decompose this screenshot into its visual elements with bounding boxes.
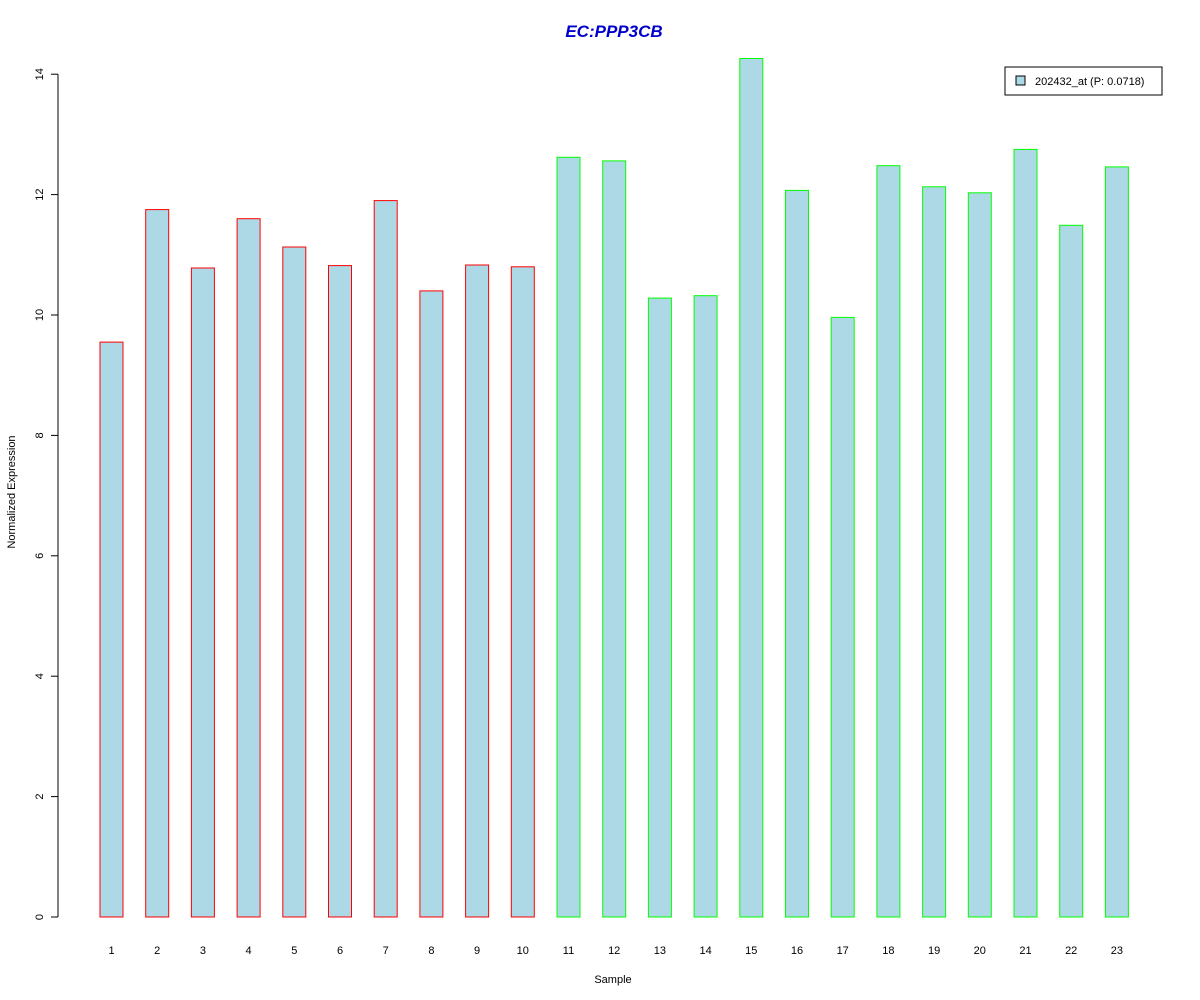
bar-sample-10 bbox=[510, 266, 535, 918]
bar-sample-17 bbox=[830, 316, 855, 918]
bar-sample-23 bbox=[1104, 166, 1129, 918]
bar-sample-4 bbox=[236, 218, 261, 918]
x-tick-label: 22 bbox=[1065, 945, 1077, 957]
bar-sample-11 bbox=[556, 156, 581, 918]
bar-sample-9 bbox=[465, 264, 490, 918]
x-tick-label: 4 bbox=[246, 945, 252, 957]
y-tick-label: 4 bbox=[34, 673, 46, 679]
bar-sample-19 bbox=[922, 186, 947, 918]
bar-sample-6 bbox=[328, 265, 352, 918]
y-tick-label: 14 bbox=[34, 68, 46, 80]
x-tick-labels: 1 2 3 4 5 6 7 8 9 10 11 12 13 14 15 16 17 18 19 20 21 22 23 bbox=[108, 945, 1123, 957]
bar-sample-2 bbox=[145, 209, 170, 918]
y-axis: 0 2 4 6 8 10 12 14 bbox=[34, 68, 59, 920]
bar-sample-18 bbox=[876, 165, 901, 918]
legend: 202432_at (P: 0.0718) bbox=[1004, 66, 1163, 96]
bar-sample-8 bbox=[419, 290, 444, 918]
x-tick-label: 18 bbox=[882, 945, 894, 957]
x-tick-label: 1 bbox=[108, 945, 114, 957]
bar-sample-21 bbox=[1013, 148, 1038, 918]
x-tick-label: 15 bbox=[745, 945, 757, 957]
x-tick-label: 13 bbox=[654, 945, 666, 957]
x-tick-label: 3 bbox=[200, 945, 206, 957]
x-tick-label: 6 bbox=[337, 945, 343, 957]
x-tick-label: 10 bbox=[517, 945, 529, 957]
y-tick-label: 8 bbox=[34, 432, 46, 438]
x-tick-label: 16 bbox=[791, 945, 803, 957]
y-axis-label: Normalized Expression bbox=[6, 435, 18, 548]
bar-sample-22 bbox=[1059, 224, 1084, 918]
x-axis-label: Sample bbox=[594, 974, 631, 986]
bar-sample-14 bbox=[693, 295, 718, 918]
legend-label: 202432_at (P: 0.0718) bbox=[1035, 76, 1144, 88]
legend-swatch bbox=[1015, 75, 1026, 86]
y-tick-label: 12 bbox=[34, 188, 46, 200]
x-tick-label: 23 bbox=[1111, 945, 1123, 957]
legend-box bbox=[1004, 66, 1163, 96]
x-tick-label: 9 bbox=[474, 945, 480, 957]
y-tick-label: 10 bbox=[34, 309, 46, 321]
x-tick-label: 17 bbox=[837, 945, 849, 957]
x-tick-label: 5 bbox=[291, 945, 297, 957]
x-tick-label: 7 bbox=[383, 945, 389, 957]
x-tick-label: 19 bbox=[928, 945, 940, 957]
bar-sample-5 bbox=[282, 246, 307, 918]
chart-title: EC:PPP3CB bbox=[565, 22, 662, 41]
bars-group bbox=[99, 58, 1129, 918]
bar-sample-20 bbox=[967, 192, 992, 918]
bar-sample-3 bbox=[190, 267, 215, 918]
x-tick-label: 20 bbox=[974, 945, 986, 957]
y-tick-label: 0 bbox=[34, 914, 46, 920]
bar-sample-1 bbox=[99, 341, 124, 918]
bar-sample-13 bbox=[647, 297, 672, 918]
y-tick-label: 6 bbox=[34, 553, 46, 559]
bar-sample-15 bbox=[739, 58, 764, 918]
x-tick-label: 12 bbox=[608, 945, 620, 957]
x-tick-label: 14 bbox=[699, 945, 711, 957]
x-tick-label: 8 bbox=[428, 945, 434, 957]
bar-sample-12 bbox=[602, 160, 627, 918]
bar-sample-7 bbox=[373, 200, 398, 918]
x-tick-label: 2 bbox=[154, 945, 160, 957]
x-tick-label: 11 bbox=[563, 945, 574, 957]
y-tick-label: 2 bbox=[34, 794, 46, 800]
bar-sample-16 bbox=[785, 189, 809, 918]
x-tick-label: 21 bbox=[1019, 945, 1031, 957]
